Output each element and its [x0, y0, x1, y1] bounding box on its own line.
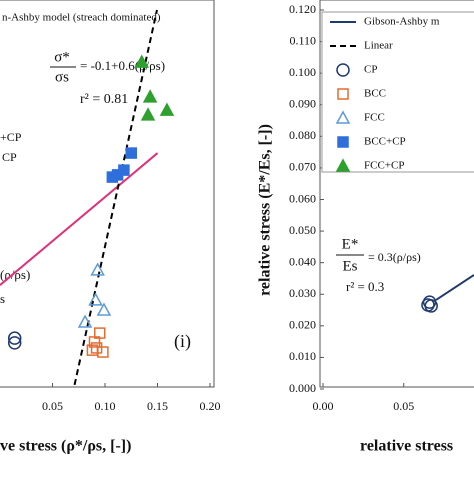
point [7, 331, 22, 345]
x-tick-label: 0.00 [313, 399, 334, 413]
y-tick-label: 0.040 [289, 254, 316, 268]
x-tick-label: 0.15 [147, 399, 168, 413]
point [421, 298, 435, 312]
eq-rhs: = 0.3(ρ/ρs) [368, 250, 421, 264]
eq-bottom: Es [343, 258, 358, 274]
legend-box [321, 11, 474, 173]
eq-top: σ* [54, 49, 70, 65]
y-tick-label: 0.010 [289, 349, 316, 363]
eq-rhs: = -0.1+0.6(ρ/ρs) [80, 58, 165, 73]
y-tick-label: 0.100 [289, 65, 316, 79]
x-axis-label: relative stress [360, 438, 453, 455]
point [106, 171, 119, 183]
y-tick-label: 0.050 [289, 223, 316, 237]
fragment: (ρ/ρs) [0, 267, 30, 282]
legend-label: FCC+CP [364, 160, 404, 172]
point [336, 63, 350, 77]
panel-label: (i) [174, 331, 191, 352]
legend-fragment: CP [2, 150, 17, 164]
y-tick-label: 0.110 [289, 33, 316, 47]
point [125, 147, 137, 159]
y-tick-label: 0.020 [289, 318, 316, 332]
point [7, 336, 22, 350]
point [335, 110, 351, 124]
point [97, 346, 109, 358]
y-tick-label: 0.120 [289, 2, 316, 16]
y-tick-label: 0.060 [289, 191, 316, 205]
x-tick-label: 0.05 [42, 399, 63, 413]
legend-label: FCC [364, 112, 385, 124]
y-tick-label: 0.030 [289, 286, 316, 300]
point [88, 336, 101, 348]
x-axis-label: ve stress (ρ*/ρs, [-]) [0, 438, 131, 455]
y-tick-label: 0.090 [289, 97, 316, 111]
legend-label: CP [364, 64, 377, 76]
point [90, 262, 105, 276]
eq-top: E* [342, 236, 359, 252]
r2: r² = 0.3 [346, 279, 384, 294]
plot-frame [319, 0, 474, 388]
point [88, 292, 103, 306]
legend-label: BCC [364, 88, 386, 100]
fit-line [0, 152, 159, 286]
point [77, 314, 93, 328]
y-tick-label: 0.080 [289, 128, 316, 142]
eq-bottom: σs [55, 69, 69, 85]
right-annotations: relative stress (E*/Es, [-]) relative st… [257, 124, 453, 455]
point [140, 107, 156, 121]
point [159, 102, 175, 116]
x-tick-label: 0.05 [393, 399, 414, 413]
point [337, 136, 349, 148]
x-tick-label: 0.20 [200, 399, 221, 413]
legend-fragment: +CP [0, 130, 22, 144]
point [337, 88, 349, 100]
fit-line [435, 274, 474, 301]
fragment: s [0, 291, 5, 306]
legend-label: Gibson-Ashby m [364, 16, 440, 28]
legend-title: n-Ashby model (streach dominated) [2, 12, 161, 24]
point [90, 342, 103, 354]
y-axis-label: relative stress (E*/Es, [-]) [257, 124, 274, 296]
point [142, 89, 158, 103]
point [134, 54, 150, 68]
point [96, 302, 112, 316]
x-tick-label: 0.10 [95, 399, 116, 413]
y-tick-label: 0.070 [289, 160, 316, 174]
y-tick-label: 0.000 [289, 381, 316, 395]
legend-label: BCC+CP [364, 136, 406, 148]
legend-label: Linear [364, 40, 393, 52]
plot-frame [0, 0, 215, 388]
point [335, 158, 351, 172]
r2: r² = 0.81 [80, 92, 128, 107]
left-annotations: n-Ashby model (streach dominated) +CP CP… [0, 12, 191, 455]
